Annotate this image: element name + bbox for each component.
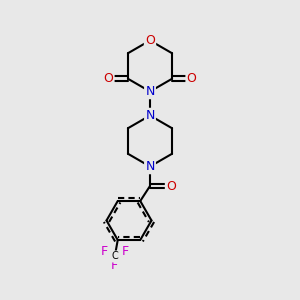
Text: N: N <box>145 109 155 122</box>
Text: O: O <box>103 72 113 85</box>
Text: F: F <box>111 259 118 272</box>
Text: C: C <box>111 251 118 262</box>
Text: F: F <box>101 245 108 259</box>
Text: F: F <box>122 245 129 259</box>
Text: O: O <box>166 179 176 193</box>
Text: N: N <box>145 160 155 173</box>
Text: N: N <box>145 85 155 98</box>
Text: O: O <box>187 72 196 85</box>
Text: O: O <box>145 34 155 47</box>
